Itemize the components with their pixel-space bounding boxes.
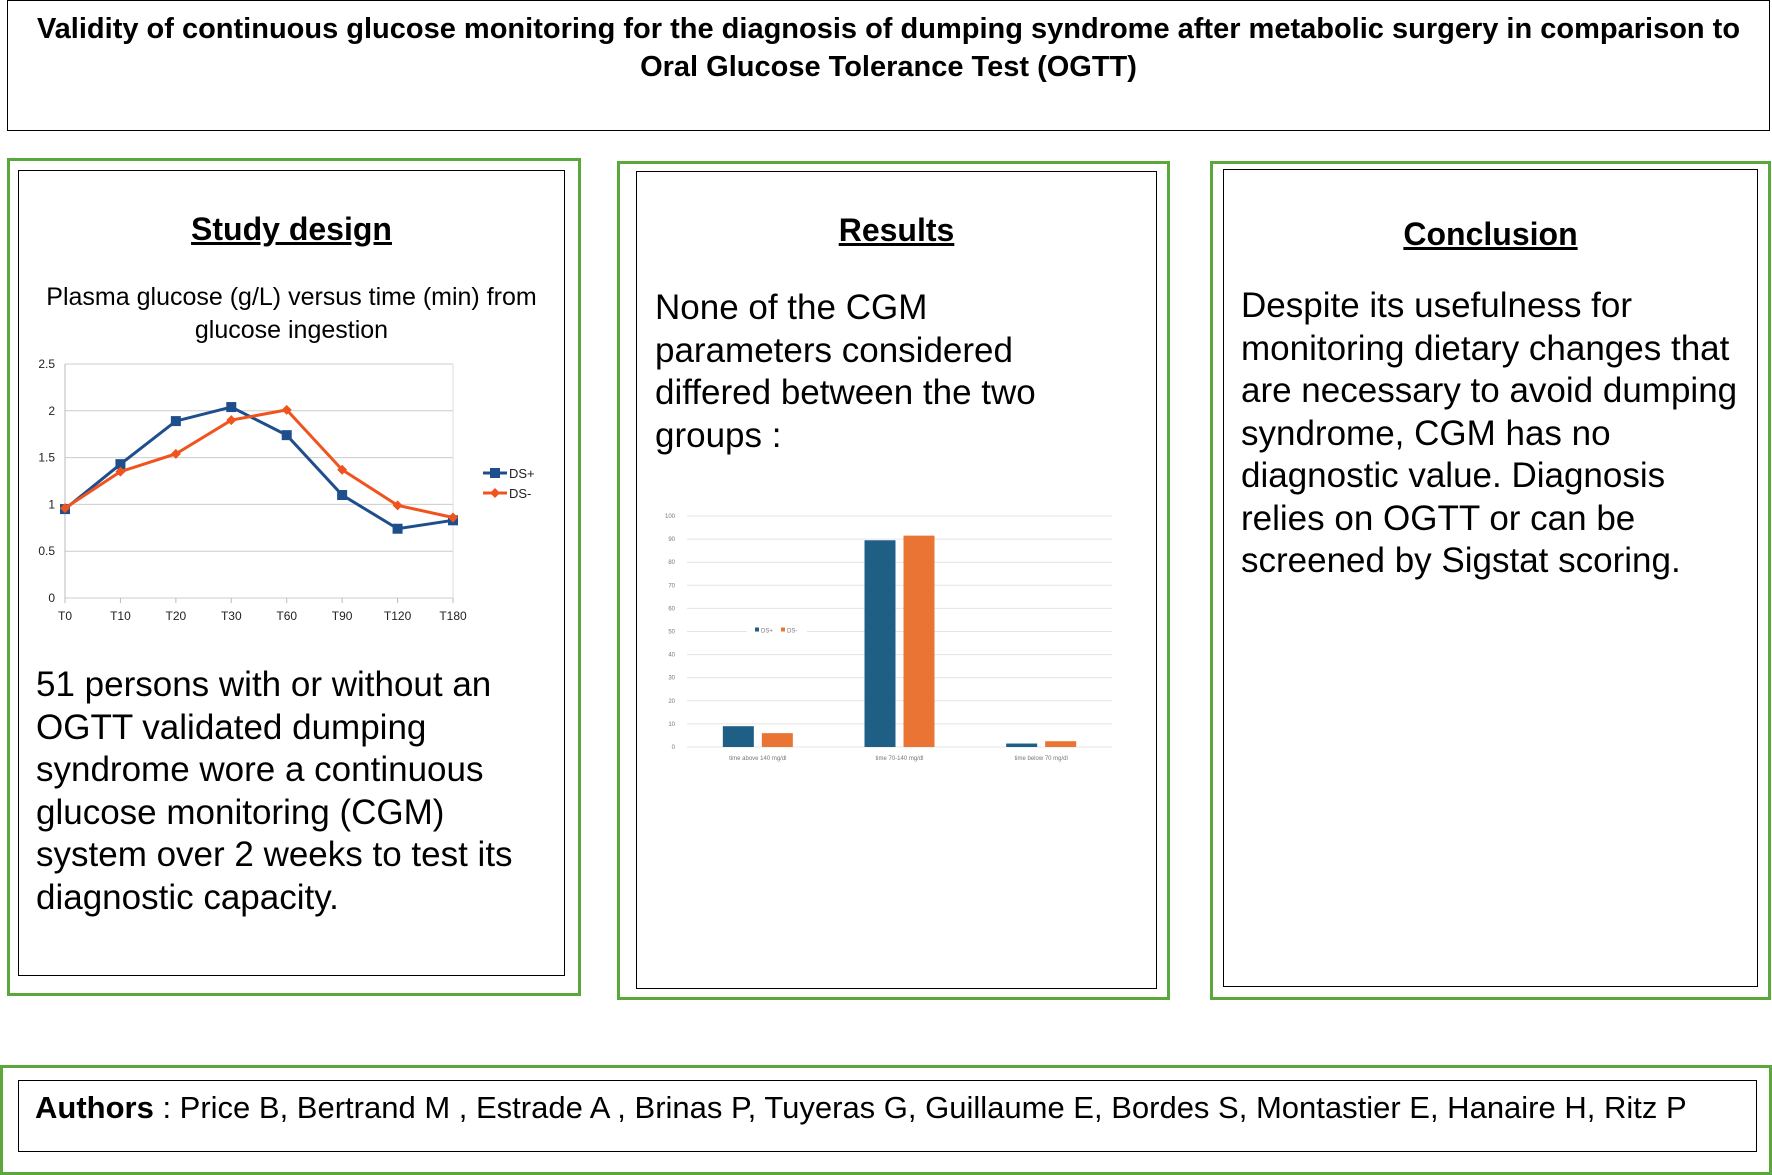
- x-tick-label: time 70-140 mg/dl: [875, 756, 923, 762]
- authors-panel: [0, 1065, 1772, 1175]
- data-point: [115, 466, 126, 477]
- y-tick-label: 0: [672, 745, 676, 751]
- authors-box: Authors : Price B, Bertrand M , Estrade …: [18, 1080, 1757, 1152]
- x-tick-label: T120: [384, 609, 412, 623]
- authors-label: Authors: [35, 1090, 154, 1125]
- results-heading: Results: [838, 212, 955, 248]
- legend-label: DS+: [509, 466, 535, 481]
- conclusion-panel: [1210, 161, 1771, 1000]
- authors-list: : Price B, Bertrand M , Estrade A , Brin…: [153, 1090, 1687, 1125]
- legend-label: DS-: [787, 629, 797, 635]
- data-point: [170, 416, 181, 427]
- poster-title: Validity of continuous glucose monitorin…: [7, 0, 1770, 131]
- bar-DS-: [903, 535, 935, 747]
- data-point: [60, 503, 70, 514]
- legend-bg: [747, 623, 807, 638]
- bar-DS+: [722, 726, 754, 747]
- data-point: [392, 500, 403, 511]
- conclusion-text: Despite its usefulness for monitoring di…: [1241, 286, 1738, 580]
- bar-chart: 0 10 20 30 40 50 60 70 80 90 100 time above 140 mg/…: [665, 514, 1112, 762]
- y-tick-label: 30: [668, 676, 675, 682]
- x-tick-label: T90: [332, 609, 353, 623]
- conclusion-box: Conclusion Despite its usefulness for mo…: [1223, 169, 1758, 987]
- results-box: Results None of the CGM parameters consi…: [636, 171, 1157, 989]
- study-design-box: Study design Plasma glucose (g/L) versus…: [18, 170, 565, 976]
- data-point: [281, 430, 292, 441]
- bar-DS-: [1045, 741, 1077, 747]
- data-point: [115, 459, 126, 470]
- y-tick-label: 90: [668, 537, 675, 543]
- y-tick-label: 1.5: [38, 451, 55, 465]
- legend-marker: [490, 488, 500, 498]
- bar-DS-: [761, 733, 793, 747]
- legend-marker: [490, 468, 500, 478]
- y-tick-label: 20: [668, 699, 675, 705]
- study-design-panel: [7, 158, 581, 996]
- x-tick-label: time above 140 mg/dl: [729, 756, 786, 762]
- data-point: [281, 404, 292, 415]
- y-tick-label: 70: [668, 583, 675, 589]
- study-design-text: 51 persons with or without an OGTT valid…: [36, 665, 513, 917]
- legend-label: DS-: [509, 486, 531, 501]
- y-tick-label: 2: [48, 404, 55, 418]
- bar-DS+: [864, 540, 896, 747]
- results-panel: [617, 161, 1170, 1000]
- y-tick-label: 50: [668, 630, 675, 636]
- y-tick-label: 1: [48, 497, 55, 511]
- line-chart: 0 0.5 1 1.5 2 2.5 T0 T10 T20 T30 T60 T90 T120 T180 DS+…: [38, 357, 535, 623]
- x-tick-label: T60: [276, 609, 297, 623]
- x-tick-label: T30: [221, 609, 242, 623]
- x-tick-label: time below 70 mg/dl: [1014, 756, 1067, 762]
- y-tick-label: 0.5: [38, 544, 55, 558]
- data-point: [226, 402, 237, 413]
- series-line-DS-: [64, 408, 454, 519]
- legend-marker: [755, 627, 759, 632]
- legend-marker: [781, 627, 785, 632]
- y-tick-label: 0: [48, 591, 55, 605]
- y-tick-label: 60: [668, 606, 675, 612]
- bar-DS+: [1006, 743, 1038, 747]
- data-point: [392, 523, 403, 534]
- data-point: [226, 415, 237, 426]
- results-text: None of the CGM parameters considered di…: [655, 288, 1036, 455]
- data-point: [337, 464, 348, 475]
- x-tick-label: T20: [166, 609, 187, 623]
- series-line-DS+: [64, 405, 454, 531]
- y-tick-label: 40: [668, 653, 675, 659]
- data-point: [170, 448, 181, 459]
- y-tick-label: 100: [665, 514, 676, 520]
- data-point: [448, 512, 458, 523]
- legend-label: DS+: [761, 629, 773, 635]
- study-design-heading: Study design: [191, 211, 392, 247]
- y-tick-label: 2.5: [38, 357, 55, 371]
- x-tick-label: T180: [439, 609, 467, 623]
- data-point: [337, 490, 348, 501]
- conclusion-heading: Conclusion: [1403, 216, 1578, 252]
- x-tick-label: T0: [58, 609, 72, 623]
- y-tick-label: 10: [668, 722, 675, 728]
- line-chart-caption: Plasma glucose (g/L) versus time (min) f…: [46, 283, 537, 344]
- x-tick-label: T10: [110, 609, 131, 623]
- y-tick-label: 80: [668, 560, 675, 566]
